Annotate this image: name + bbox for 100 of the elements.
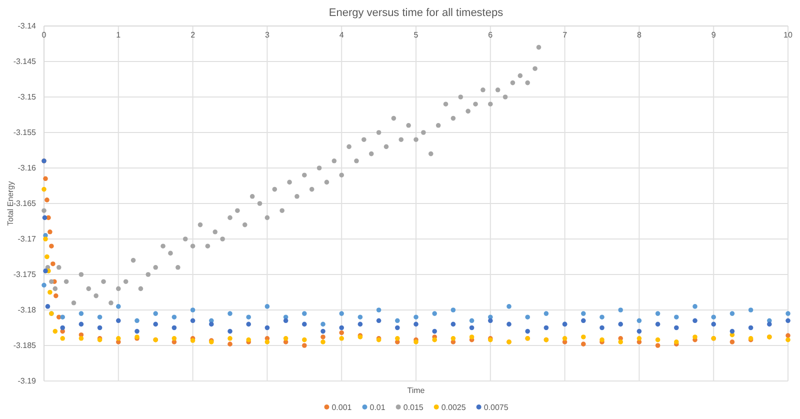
- point: [78, 322, 84, 327]
- point: [320, 334, 326, 340]
- point: [45, 304, 50, 309]
- point: [506, 322, 512, 327]
- x-axis-title: Time: [407, 386, 426, 395]
- point: [209, 322, 214, 327]
- point: [395, 325, 400, 330]
- point: [246, 337, 251, 342]
- point: [600, 337, 604, 342]
- y-tick-label: -3.19: [18, 376, 37, 386]
- point: [730, 340, 735, 344]
- legend-label: 0.0075: [484, 403, 509, 412]
- x-tick-label: 7: [562, 30, 568, 40]
- point: [134, 318, 140, 324]
- point: [636, 318, 642, 324]
- x-tick-label: 3: [264, 30, 270, 40]
- point: [600, 325, 604, 330]
- point: [655, 322, 660, 327]
- legend-label: 0.001: [332, 403, 352, 412]
- point: [767, 322, 772, 327]
- point: [302, 322, 307, 327]
- point: [42, 282, 46, 288]
- point: [525, 314, 530, 320]
- point: [674, 314, 679, 320]
- point: [78, 311, 84, 316]
- point: [469, 325, 474, 330]
- point: [488, 318, 493, 324]
- point: [97, 325, 102, 330]
- point: [711, 322, 716, 327]
- point: [618, 322, 623, 327]
- point: [450, 308, 456, 312]
- point: [618, 308, 623, 312]
- y-axis-title: Total Energy: [6, 181, 15, 226]
- point: [116, 318, 121, 324]
- point: [246, 322, 251, 327]
- point: [153, 311, 158, 316]
- point: [54, 293, 58, 298]
- point: [43, 268, 48, 274]
- point: [395, 336, 400, 341]
- point: [358, 322, 363, 327]
- y-tick-label: -3.16: [18, 164, 37, 173]
- point: [506, 304, 512, 309]
- y-tick-label: -3.15: [18, 92, 37, 102]
- point: [172, 325, 177, 330]
- point: [339, 325, 344, 330]
- point: [60, 314, 65, 320]
- point: [358, 314, 363, 320]
- point: [692, 334, 698, 340]
- y-tick-label: -3.17: [18, 234, 37, 244]
- point: [636, 336, 642, 341]
- legend-label: 0.0025: [441, 403, 466, 412]
- point: [711, 314, 716, 320]
- point: [42, 186, 46, 192]
- legend-label: 0.015: [403, 403, 424, 412]
- point: [190, 308, 196, 312]
- point: [320, 328, 326, 334]
- point: [320, 340, 326, 344]
- point: [786, 333, 790, 338]
- y-tick-label: -3.14: [18, 22, 37, 31]
- point: [730, 311, 735, 316]
- point: [674, 325, 679, 330]
- x-tick-label: 5: [414, 30, 419, 40]
- point: [544, 311, 549, 316]
- point: [581, 311, 586, 316]
- point: [172, 336, 177, 341]
- point: [48, 230, 52, 234]
- point: [432, 337, 437, 342]
- point: [50, 261, 56, 266]
- y-tick-label: -3.155: [13, 128, 37, 138]
- point: [376, 308, 382, 312]
- point: [283, 336, 288, 341]
- point: [562, 336, 568, 341]
- point: [525, 328, 530, 334]
- x-tick-label: 8: [636, 30, 642, 40]
- point: [414, 340, 418, 344]
- legend-label: 0.01: [370, 403, 386, 412]
- point: [618, 340, 623, 344]
- y-tick-label: -3.18: [18, 306, 37, 315]
- point: [581, 334, 586, 340]
- point: [228, 342, 232, 346]
- x-tick-label: 4: [339, 30, 344, 40]
- point: [432, 311, 437, 316]
- point: [786, 337, 790, 342]
- point: [748, 325, 754, 330]
- point: [42, 215, 48, 220]
- point: [320, 322, 326, 327]
- point: [469, 318, 474, 324]
- point: [581, 318, 586, 324]
- point: [302, 337, 307, 342]
- point: [264, 304, 270, 309]
- x-tick-label: 1: [116, 30, 122, 40]
- point: [302, 311, 307, 316]
- y-tick-label: -3.165: [13, 199, 37, 208]
- point: [432, 328, 437, 334]
- point: [43, 236, 48, 242]
- point: [655, 343, 660, 348]
- point: [49, 244, 54, 248]
- point: [730, 328, 735, 334]
- point: [60, 336, 65, 341]
- point: [153, 322, 158, 327]
